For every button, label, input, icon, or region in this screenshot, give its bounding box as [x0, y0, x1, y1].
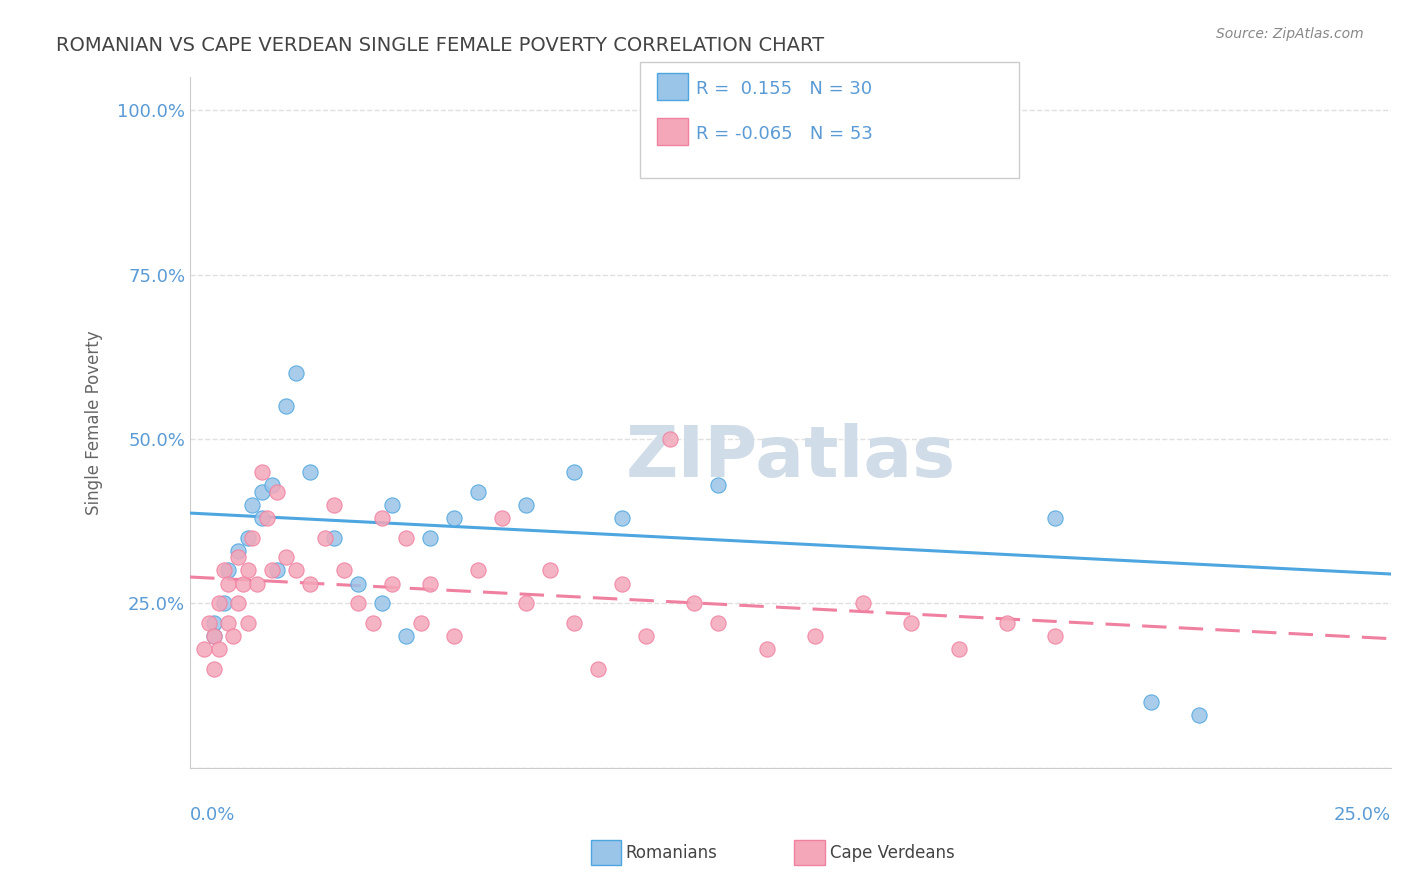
- Point: [381, 498, 404, 512]
- Point: [260, 564, 283, 578]
- Point: [299, 465, 322, 479]
- Point: [636, 629, 658, 643]
- Point: [250, 484, 273, 499]
- Point: [226, 596, 249, 610]
- Text: Romanians: Romanians: [626, 844, 717, 862]
- Point: [250, 465, 273, 479]
- Point: [202, 616, 225, 631]
- Point: [515, 596, 537, 610]
- Point: [284, 366, 307, 380]
- Point: [198, 616, 221, 631]
- Point: [208, 642, 231, 657]
- Point: [232, 576, 254, 591]
- Point: [1043, 511, 1066, 525]
- Point: [212, 596, 235, 610]
- Point: [659, 103, 682, 118]
- Point: [707, 478, 730, 492]
- Point: [276, 399, 298, 413]
- Point: [222, 629, 245, 643]
- Point: [202, 629, 225, 643]
- Point: [659, 432, 682, 446]
- Point: [323, 498, 346, 512]
- Point: [256, 511, 278, 525]
- Point: [193, 642, 215, 657]
- Point: [347, 576, 370, 591]
- Point: [683, 596, 706, 610]
- Y-axis label: Single Female Poverty: Single Female Poverty: [86, 330, 103, 515]
- Point: [371, 596, 394, 610]
- Point: [900, 616, 922, 631]
- Point: [491, 511, 513, 525]
- Point: [242, 498, 264, 512]
- Point: [202, 629, 225, 643]
- Point: [371, 511, 394, 525]
- Point: [1188, 708, 1211, 723]
- Point: [266, 484, 288, 499]
- Text: R = -0.065   N = 53: R = -0.065 N = 53: [696, 125, 873, 143]
- Point: [212, 564, 235, 578]
- Point: [236, 564, 259, 578]
- Text: 0.0%: 0.0%: [190, 805, 235, 823]
- Point: [218, 616, 240, 631]
- Point: [443, 511, 465, 525]
- Point: [588, 662, 610, 676]
- Point: [246, 576, 269, 591]
- Point: [250, 511, 273, 525]
- Point: [314, 531, 336, 545]
- Point: [467, 484, 489, 499]
- Point: [852, 596, 875, 610]
- Point: [419, 531, 441, 545]
- Text: Cape Verdeans: Cape Verdeans: [830, 844, 955, 862]
- Point: [236, 616, 259, 631]
- Point: [419, 576, 441, 591]
- Point: [443, 629, 465, 643]
- Point: [266, 564, 288, 578]
- Point: [236, 531, 259, 545]
- Point: [564, 465, 586, 479]
- Point: [361, 616, 384, 631]
- Point: [538, 564, 561, 578]
- Point: [347, 596, 370, 610]
- Text: ROMANIAN VS CAPE VERDEAN SINGLE FEMALE POVERTY CORRELATION CHART: ROMANIAN VS CAPE VERDEAN SINGLE FEMALE P…: [56, 36, 824, 54]
- Point: [242, 531, 264, 545]
- Point: [381, 576, 404, 591]
- Point: [409, 616, 432, 631]
- Point: [707, 616, 730, 631]
- Text: R =  0.155   N = 30: R = 0.155 N = 30: [696, 80, 872, 98]
- Point: [260, 478, 283, 492]
- Point: [803, 629, 825, 643]
- Point: [218, 564, 240, 578]
- Point: [515, 498, 537, 512]
- Point: [299, 576, 322, 591]
- Point: [564, 616, 586, 631]
- Point: [612, 511, 634, 525]
- Point: [276, 550, 298, 565]
- Point: [1139, 695, 1161, 709]
- Point: [948, 642, 970, 657]
- Point: [284, 564, 307, 578]
- Point: [395, 629, 418, 643]
- Point: [202, 662, 225, 676]
- Point: [612, 576, 634, 591]
- Point: [395, 531, 418, 545]
- Point: [226, 550, 249, 565]
- Point: [323, 531, 346, 545]
- Point: [208, 596, 231, 610]
- Point: [226, 543, 249, 558]
- Point: [467, 564, 489, 578]
- Text: 25.0%: 25.0%: [1334, 805, 1391, 823]
- Text: Source: ZipAtlas.com: Source: ZipAtlas.com: [1216, 27, 1364, 41]
- Point: [755, 642, 778, 657]
- Text: ZIPatlas: ZIPatlas: [626, 423, 956, 491]
- Point: [333, 564, 356, 578]
- Point: [1043, 629, 1066, 643]
- Point: [995, 616, 1018, 631]
- Point: [218, 576, 240, 591]
